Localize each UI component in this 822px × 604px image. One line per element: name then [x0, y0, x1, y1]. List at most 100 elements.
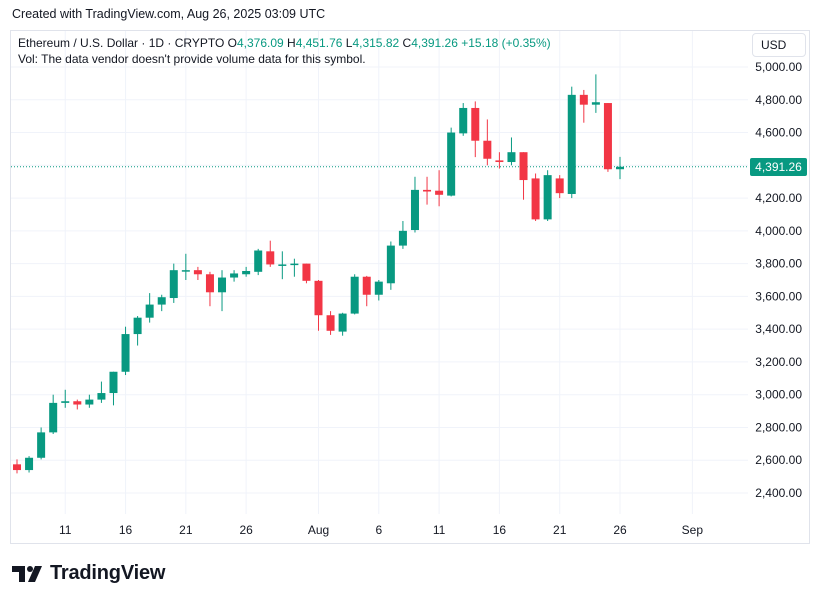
candle-body [242, 270, 251, 275]
currency-button[interactable]: USD [752, 33, 806, 57]
y-tick-label: 4,600.00 [755, 126, 802, 140]
candle-body [567, 94, 576, 194]
candle-body [218, 277, 227, 293]
candle-body [25, 457, 34, 471]
candle [85, 394, 94, 408]
candle-body [386, 245, 395, 284]
candle [121, 326, 130, 376]
candle [242, 266, 251, 277]
candle [314, 280, 323, 331]
x-tick-label: 16 [493, 523, 507, 537]
candle [169, 263, 178, 303]
candle-body [302, 263, 311, 281]
candle-body [181, 270, 190, 272]
x-tick-label: 26 [613, 523, 627, 537]
candle-body [555, 178, 564, 194]
candle [579, 89, 588, 123]
candle [519, 152, 528, 200]
candle [471, 101, 480, 158]
candle [423, 176, 432, 205]
candle [435, 170, 444, 207]
candle-body [109, 371, 118, 394]
candle-body [61, 401, 70, 403]
candle-body [266, 251, 275, 265]
candle-body [326, 315, 335, 331]
candle-body [435, 190, 444, 195]
candle-body [350, 276, 359, 314]
candle-body [507, 152, 516, 163]
y-tick-label: 3,600.00 [755, 289, 802, 303]
candle-body [459, 107, 468, 134]
tradingview-logo[interactable]: TradingView [12, 562, 165, 585]
candle [555, 175, 564, 199]
candle-body [603, 103, 612, 170]
symbol-legend: Ethereum / U.S. Dollar · 1D · CRYPTO O4,… [18, 36, 551, 50]
candle [193, 266, 202, 280]
y-tick-label: 3,000.00 [755, 388, 802, 402]
price-axis: 2,400.00 2,600.00 2,800.00 3,000.00 3,200.00… [755, 60, 802, 500]
candle [254, 248, 263, 276]
candle [398, 221, 407, 249]
candle [25, 456, 34, 473]
candle-body [495, 160, 504, 163]
candle-body [278, 264, 287, 266]
candle [109, 371, 118, 406]
x-tick-label: 21 [179, 523, 193, 537]
candle-body [423, 189, 432, 192]
candle [49, 394, 58, 435]
candle [218, 270, 227, 312]
candle [73, 399, 82, 410]
candle [61, 389, 70, 408]
y-tick-label: 3,400.00 [755, 322, 802, 336]
candle-body [49, 402, 58, 433]
candle [157, 294, 166, 312]
candle [410, 176, 419, 233]
chart-frame [10, 30, 810, 544]
close-label: C [402, 36, 412, 50]
candle [302, 263, 311, 284]
candle [278, 251, 287, 280]
x-tick-label: 26 [239, 523, 253, 537]
candle-body [338, 313, 347, 332]
candle-body [193, 270, 202, 275]
candle [495, 152, 504, 169]
created-with-text: Created with TradingView.com, Aug 26, 20… [12, 7, 326, 21]
y-tick-label: 3,200.00 [755, 355, 802, 369]
tradingview-logo-icon [12, 565, 42, 582]
candle [459, 103, 468, 136]
candle [205, 271, 214, 307]
candle [230, 270, 239, 282]
candle-body [543, 175, 552, 220]
open-label: O [227, 36, 237, 50]
y-tick-label: 5,000.00 [755, 60, 802, 74]
candle [386, 241, 395, 290]
y-tick-label: 4,200.00 [755, 191, 802, 205]
low-value: 4,315.82 [352, 36, 400, 50]
high-value: 4,451.76 [295, 36, 343, 50]
candle [181, 253, 190, 280]
candle [338, 312, 347, 336]
candle [507, 137, 516, 166]
candle-body [314, 280, 323, 316]
candle-body [133, 317, 142, 335]
x-tick-label: Sep [682, 523, 704, 537]
x-tick-label: 16 [119, 523, 133, 537]
high-label: H [287, 36, 296, 50]
candle-body [205, 274, 214, 293]
y-tick-label: 4,000.00 [755, 224, 802, 238]
candle [447, 127, 456, 197]
candle-body [579, 94, 588, 105]
candle-body [362, 276, 371, 295]
x-tick-label: 6 [375, 523, 382, 537]
candle-body [13, 464, 21, 471]
candle-body [374, 281, 383, 295]
candle-body [145, 304, 154, 318]
time-axis: 11 16 21 26 Aug 6 11 16 21 26 Sep [59, 523, 703, 537]
candle-body [73, 401, 82, 405]
tradingview-wordmark: TradingView [50, 562, 166, 584]
change-value: +15.18 (+0.35%) [461, 36, 551, 50]
candle [374, 280, 383, 301]
candle [266, 240, 275, 267]
candle-body [85, 399, 94, 405]
